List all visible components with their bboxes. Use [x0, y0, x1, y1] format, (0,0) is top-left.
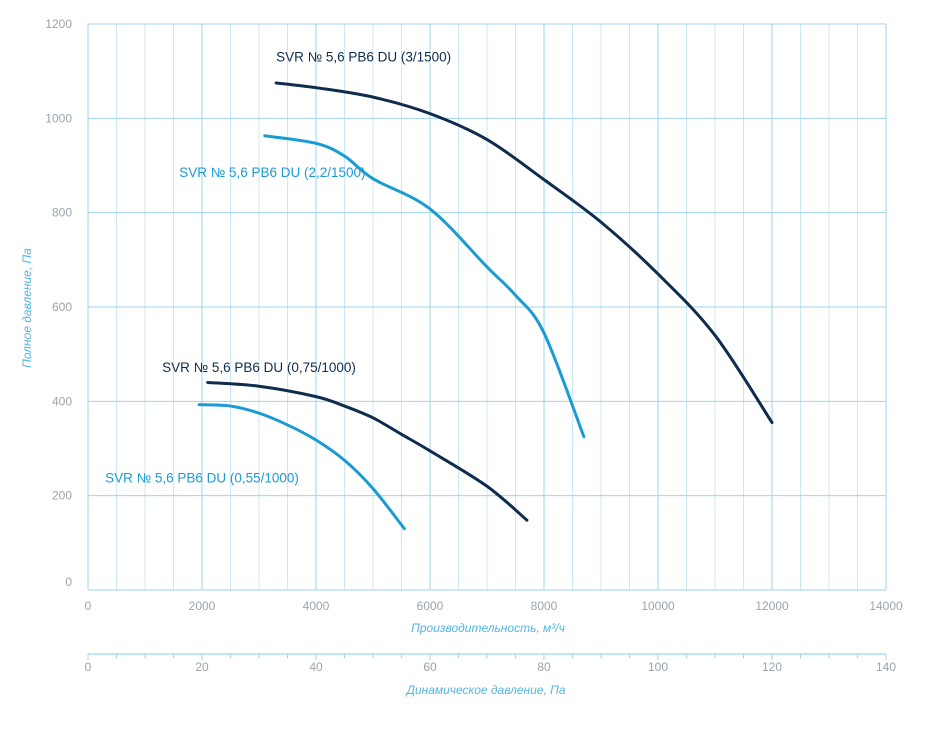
x-tick-label: 4000 [303, 599, 330, 613]
y-tick-label: 800 [52, 206, 72, 220]
secondary-x-tick-label: 20 [195, 660, 209, 674]
secondary-x-tick-label: 80 [537, 660, 551, 674]
y-tick-label: 1000 [45, 111, 72, 125]
secondary-x-tick-label: 40 [309, 660, 323, 674]
secondary-x-tick-label: 0 [85, 660, 92, 674]
y-tick-label: 400 [52, 394, 72, 408]
y-tick-label: 0 [65, 575, 72, 589]
series-line-3 [206, 380, 529, 522]
x-tick-label: 12000 [755, 599, 789, 613]
x-tick-label: 14000 [869, 599, 903, 613]
x-tick-label: 0 [85, 599, 92, 613]
secondary-x-tick-label: 100 [648, 660, 668, 674]
x-tick-label: 2000 [189, 599, 216, 613]
series-label-2: SVR № 5,6 PB6 DU (2,2/1500) [179, 165, 365, 180]
series-label-4: SVR № 5,6 PB6 DU (0,55/1000) [105, 470, 299, 485]
y-tick-label: 600 [52, 300, 72, 314]
y-axis-ticks: 0 200 400 600 800 1000 1200 [45, 17, 72, 589]
y-tick-label: 200 [52, 489, 72, 503]
series-label-3: SVR № 5,6 PB6 DU (0,75/1000) [162, 360, 356, 375]
secondary-x-tick-label: 140 [876, 660, 896, 674]
y-axis-title: Полное давление, Па [20, 248, 34, 368]
x-tick-label: 10000 [641, 599, 675, 613]
secondary-x-tick-label: 120 [762, 660, 782, 674]
series-label-1: SVR № 5,6 PB6 DU (3/1500) [276, 50, 451, 65]
series-line-2 [263, 134, 586, 439]
series-line-1 [274, 81, 774, 425]
y-tick-label: 1200 [45, 17, 72, 31]
x-tick-label: 6000 [417, 599, 444, 613]
x-axis-title: Производительность, м³/ч [411, 621, 565, 635]
grid [87, 23, 887, 591]
x-tick-label: 8000 [531, 599, 558, 613]
series-lines [197, 81, 774, 531]
secondary-x-axis-title: Динамическое давление, Па [405, 683, 566, 697]
series-labels: SVR № 5,6 PB6 DU (3/1500) SVR № 5,6 PB6 D… [105, 50, 451, 486]
series-line-4 [197, 403, 406, 531]
x-axis-ticks: 0 2000 4000 6000 8000 10000 12000 14000 [85, 599, 903, 613]
secondary-x-tick-label: 60 [423, 660, 437, 674]
secondary-x-axis: 0 20 40 60 80 100 120 140 [85, 653, 896, 674]
